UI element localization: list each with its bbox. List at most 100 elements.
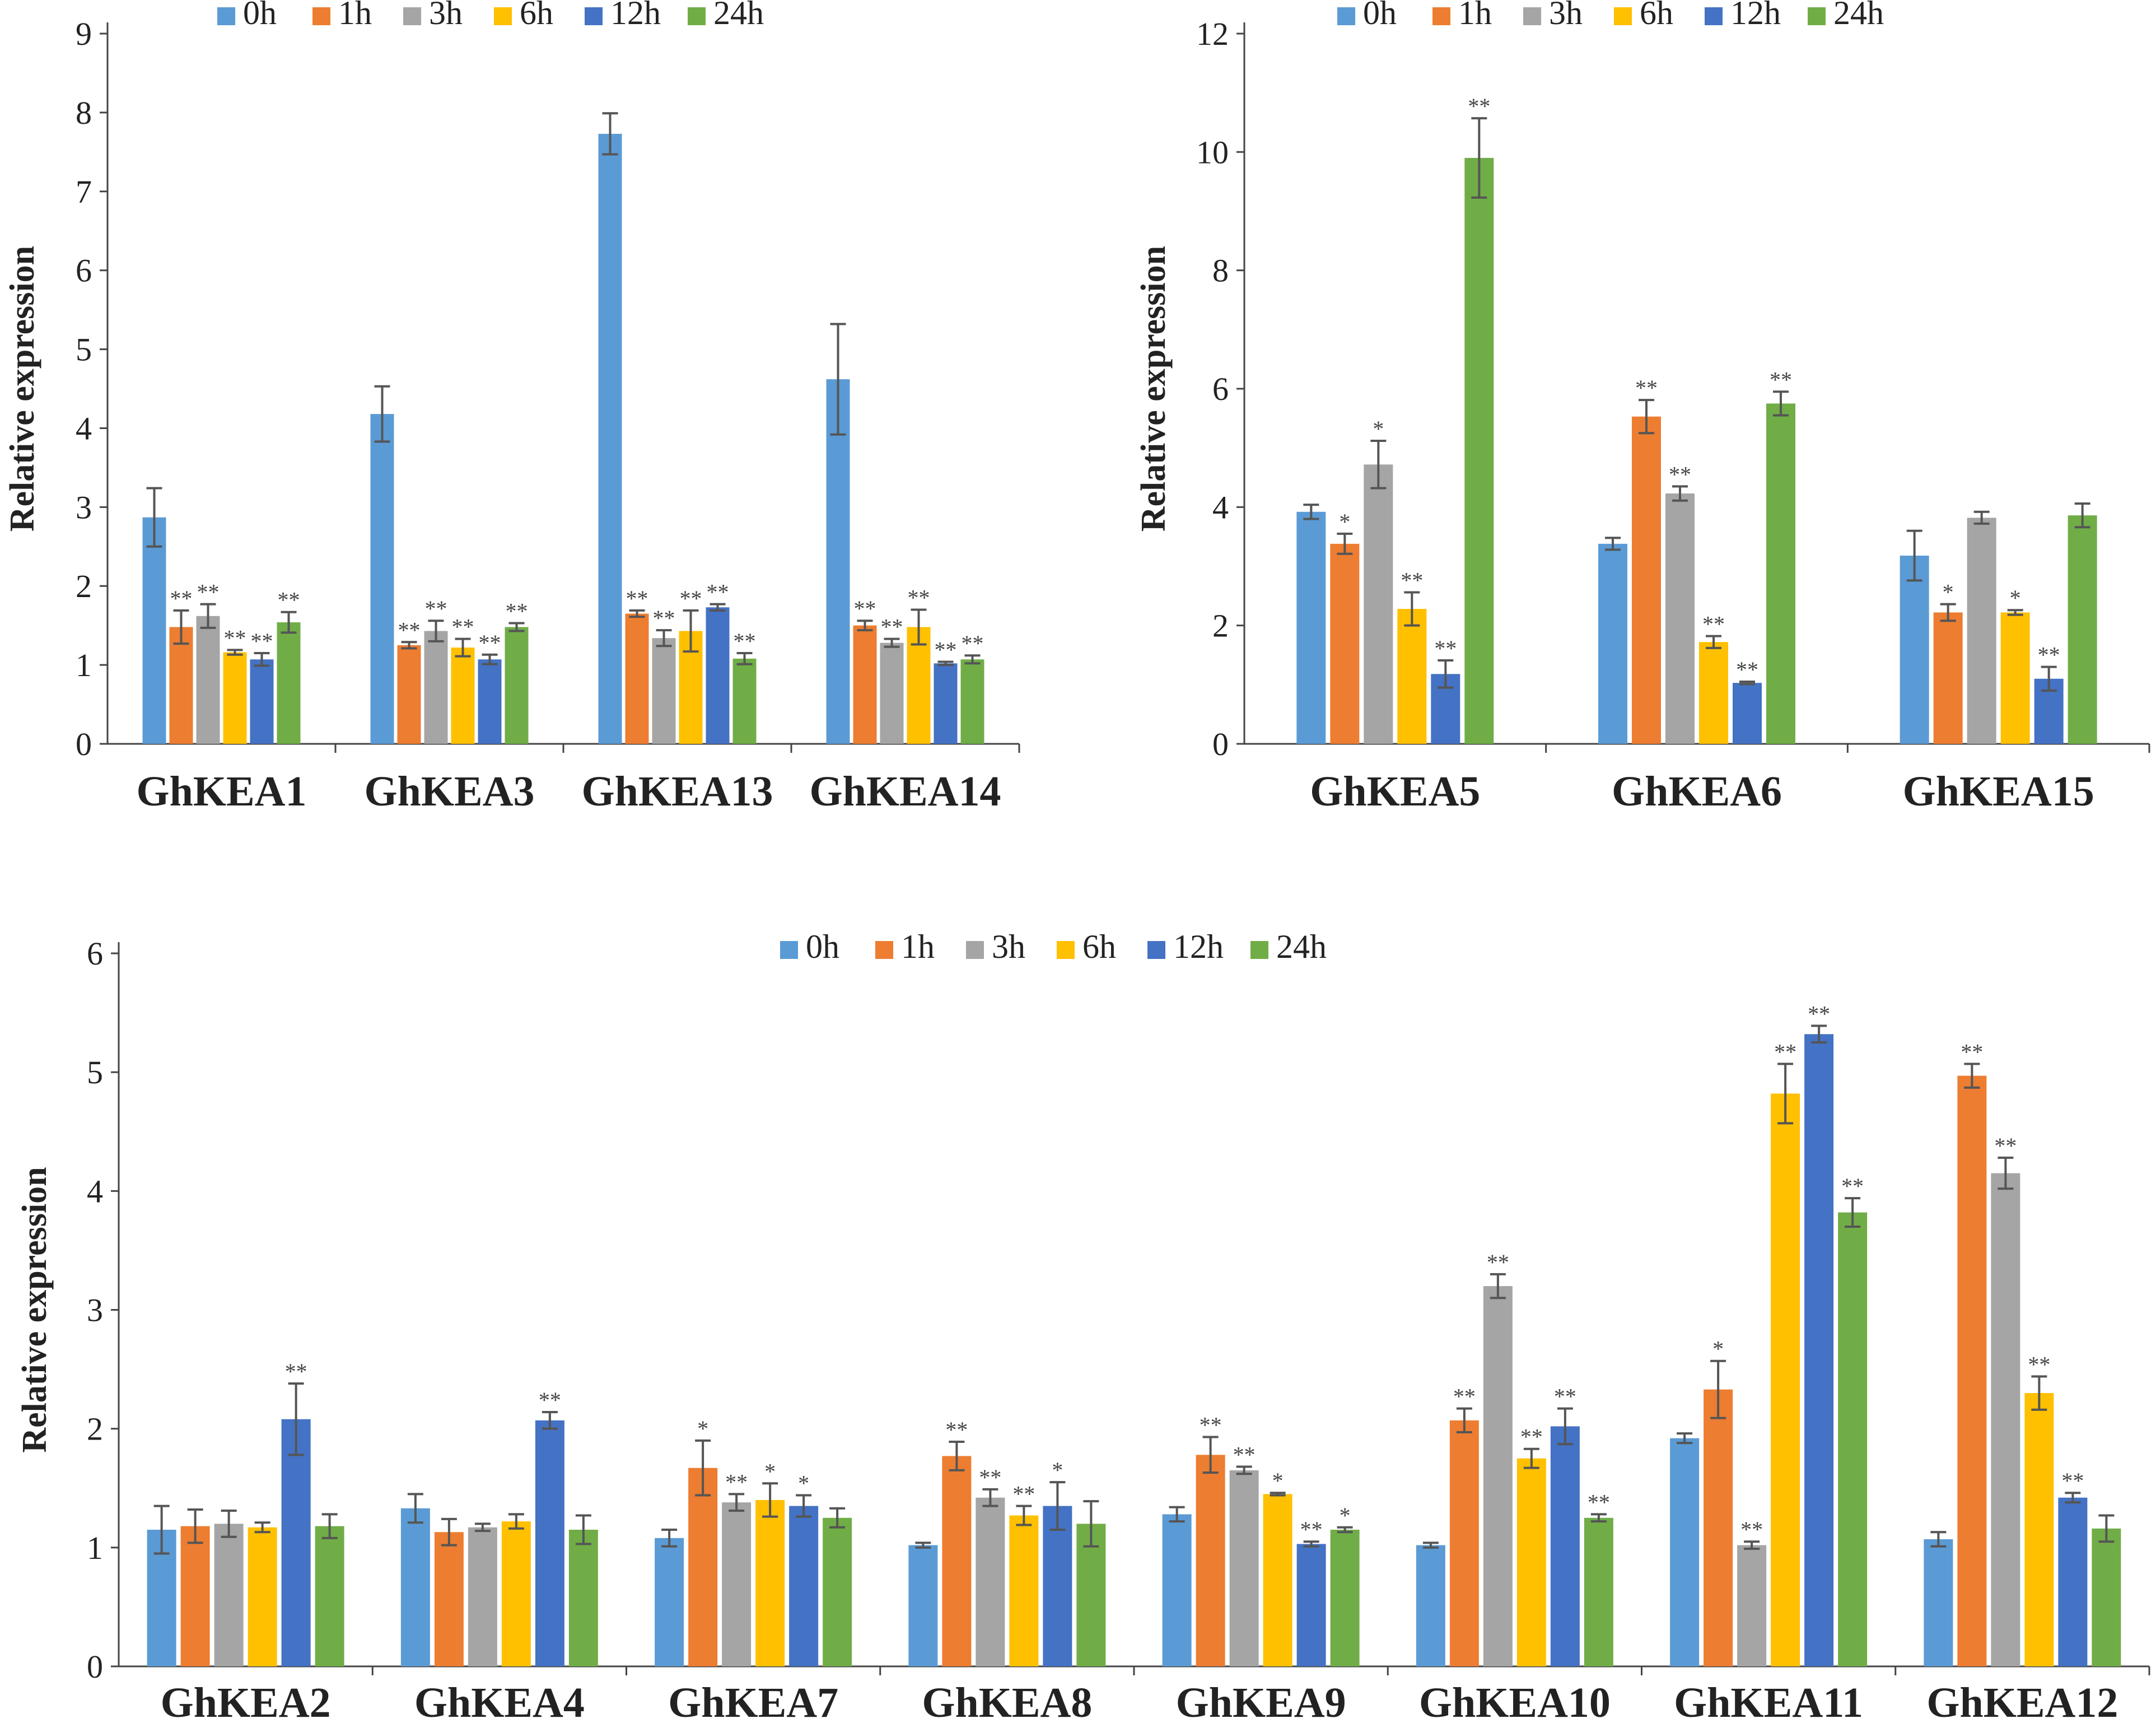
bar-6h-GhKEA10 [1516, 1458, 1546, 1666]
y-axis-title: Relative expression [1135, 246, 1173, 532]
bar-3h-GhKEA4 [468, 1527, 497, 1666]
bar-3h-GhKEA13 [652, 638, 676, 744]
category-label: GhKEA4 [414, 1679, 585, 1726]
bar-0h-GhKEA3 [370, 414, 394, 744]
bar-3h-GhKEA10 [1483, 1286, 1513, 1666]
significance-mark: ** [506, 598, 528, 623]
legend-label: 6h [1082, 928, 1116, 965]
significance-mark: ** [1669, 462, 1691, 487]
bar-1h-GhKEA7 [688, 1468, 718, 1666]
legend-swatch-1h [875, 941, 893, 959]
bar-6h-GhKEA14 [907, 627, 931, 744]
y-tick-label: 6 [1212, 371, 1229, 407]
significance-mark: * [1272, 1468, 1284, 1493]
significance-mark: * [798, 1470, 809, 1496]
y-tick-label: 5 [76, 332, 92, 368]
significance-mark: ** [1487, 1250, 1509, 1275]
bar-0h-GhKEA15 [1900, 555, 1929, 744]
significance-mark: * [697, 1416, 708, 1441]
significance-mark: ** [1200, 1413, 1222, 1438]
bar-24h-GhKEA2 [315, 1526, 344, 1666]
bar-0h-GhKEA13 [598, 133, 622, 744]
bar-24h-GhKEA4 [568, 1530, 598, 1666]
y-tick-label: 5 [87, 1054, 103, 1091]
bar-24h-GhKEA8 [1076, 1524, 1106, 1666]
bar-1h-GhKEA14 [853, 625, 877, 744]
bar-6h-GhKEA12 [2024, 1393, 2054, 1666]
bar-12h-GhKEA13 [706, 607, 730, 744]
significance-mark: ** [1841, 1173, 1864, 1199]
significance-mark: ** [1520, 1424, 1543, 1450]
legend-swatch-12h [1147, 941, 1165, 959]
category-label: GhKEA13 [581, 768, 773, 815]
significance-mark: ** [398, 617, 421, 642]
bar-6h-GhKEA5 [1397, 609, 1427, 744]
significance-mark: ** [725, 1469, 748, 1494]
legend-swatch-24h [1250, 941, 1268, 959]
significance-mark: ** [707, 580, 729, 605]
bar-1h-GhKEA1 [169, 627, 193, 744]
bar-3h-GhKEA5 [1364, 464, 1393, 744]
significance-mark: ** [626, 586, 648, 611]
bar-0h-GhKEA11 [1670, 1438, 1700, 1666]
legend-swatch-6h [1614, 7, 1632, 25]
bar-1h-GhKEA15 [1933, 612, 1963, 744]
legend-swatch-12h [585, 7, 603, 25]
significance-mark: ** [2028, 1352, 2050, 1377]
bar-6h-GhKEA6 [1699, 642, 1728, 744]
bar-1h-GhKEA13 [625, 613, 649, 744]
bar-1h-GhKEA11 [1704, 1389, 1733, 1666]
bar-24h-GhKEA13 [732, 658, 757, 744]
legend-label: 24h [713, 0, 764, 31]
legend-label: 6h [520, 0, 553, 31]
significance-mark: ** [285, 1359, 307, 1384]
bar-3h-GhKEA3 [424, 631, 448, 744]
significance-mark: ** [2038, 642, 2060, 668]
bar-24h-GhKEA14 [960, 659, 984, 744]
bar-0h-GhKEA1 [142, 517, 166, 744]
significance-mark: ** [1770, 367, 1792, 392]
bar-6h-GhKEA2 [248, 1527, 277, 1666]
legend-label: 0h [1363, 0, 1397, 31]
legend-label: 12h [1730, 0, 1781, 31]
significance-mark: ** [1588, 1489, 1610, 1515]
significance-mark: ** [881, 614, 903, 640]
legend-label: 12h [610, 0, 661, 31]
y-tick-label: 0 [87, 1648, 103, 1685]
legend-label: 3h [992, 928, 1025, 965]
y-tick-label: 9 [76, 16, 92, 52]
y-tick-label: 0 [1212, 726, 1229, 762]
legend-label: 0h [806, 928, 839, 965]
significance-mark: ** [1453, 1384, 1476, 1409]
significance-mark: * [1373, 416, 1384, 441]
bar-12h-GhKEA14 [934, 663, 958, 744]
bar-3h-GhKEA9 [1229, 1470, 1259, 1666]
significance-mark: * [1339, 509, 1350, 534]
y-tick-label: 6 [87, 935, 103, 972]
significance-mark: ** [1702, 612, 1725, 637]
bar-0h-GhKEA10 [1416, 1545, 1445, 1666]
bar-24h-GhKEA1 [277, 622, 301, 744]
significance-mark: ** [1401, 567, 1423, 593]
significance-mark: ** [1774, 1039, 1796, 1064]
category-label: GhKEA2 [161, 1679, 331, 1726]
legend-label: 6h [1640, 0, 1673, 31]
legend-label: 24h [1276, 928, 1327, 965]
bar-1h-GhKEA3 [397, 645, 421, 744]
category-label: GhKEA11 [1674, 1679, 1863, 1726]
bar-0h-GhKEA8 [908, 1545, 938, 1666]
significance-mark: ** [680, 586, 702, 611]
significance-mark: ** [425, 596, 447, 621]
bar-6h-GhKEA15 [2000, 612, 2030, 744]
legend-swatch-0h [217, 7, 235, 25]
bar-6h-GhKEA4 [501, 1521, 531, 1666]
significance-mark: ** [251, 628, 273, 654]
significance-mark: ** [170, 586, 193, 611]
bar-0h-GhKEA4 [400, 1508, 430, 1666]
legend-label: 0h [243, 0, 277, 31]
bar-0h-GhKEA6 [1598, 543, 1627, 744]
legend-swatch-3h [403, 7, 421, 25]
y-tick-label: 8 [76, 95, 92, 131]
